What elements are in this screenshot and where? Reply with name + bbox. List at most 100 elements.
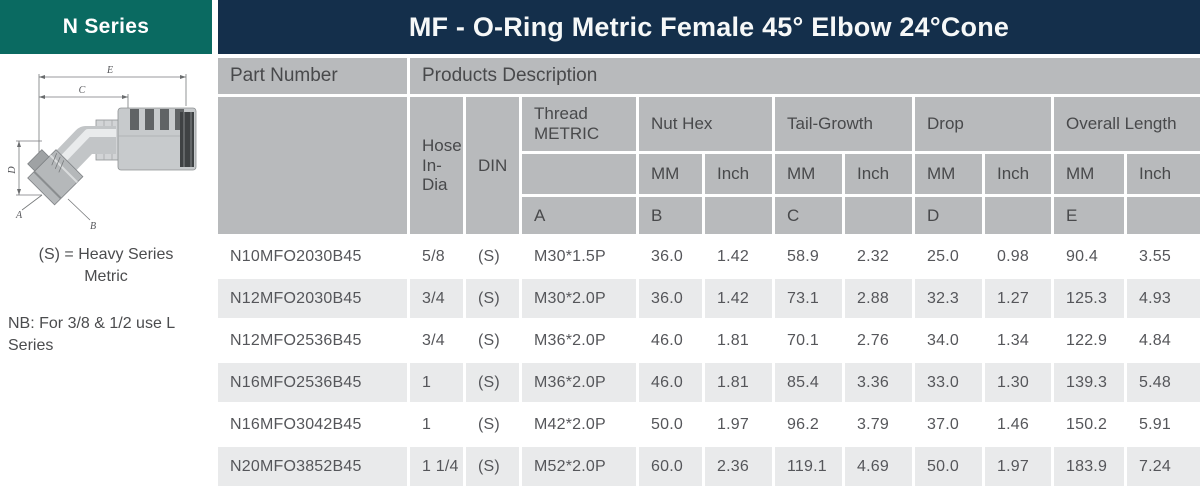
header-products-description: Products Description — [410, 58, 1200, 94]
cell-nut_in: 1.81 — [705, 321, 772, 360]
cell-din: (S) — [466, 237, 519, 276]
cell-hose: 1 — [410, 363, 463, 402]
cell-hose: 1 1/4 — [410, 447, 463, 486]
note-nb-l-series: NB: For 3/8 & 1/2 use L Series — [8, 315, 175, 354]
cell-nut_mm: 36.0 — [639, 237, 702, 276]
cell-tail_in: 3.79 — [845, 405, 912, 444]
cell-nut_mm: 46.0 — [639, 363, 702, 402]
cell-part: N16MFO2536B45 — [218, 363, 407, 402]
cell-hose: 5/8 — [410, 237, 463, 276]
cell-drop_in: 1.27 — [985, 279, 1051, 318]
cell-nut_mm: 50.0 — [639, 405, 702, 444]
dim-label-b: B — [90, 221, 96, 232]
header-drop-mm: MM — [915, 154, 982, 194]
header-letter-spacer — [1127, 197, 1200, 234]
note-heavy-series: (S) = Heavy Series Metric — [38, 246, 174, 285]
cell-part: N10MFO2030B45 — [218, 237, 407, 276]
cell-din: (S) — [466, 363, 519, 402]
series-badge: N Series — [0, 0, 212, 54]
cell-drop_mm: 32.3 — [915, 279, 982, 318]
cell-oal_in: 5.48 — [1127, 363, 1200, 402]
header-drop: Drop — [915, 97, 1051, 151]
cell-drop_in: 0.98 — [985, 237, 1051, 276]
dim-label-a: A — [15, 210, 23, 221]
sidebar: E C D A B — [0, 54, 212, 492]
cell-tail_mm: 70.1 — [775, 321, 842, 360]
header-oal-inch: Inch — [1127, 154, 1200, 194]
cell-oal_in: 4.93 — [1127, 279, 1200, 318]
header-thread-metric: Thread METRIC — [522, 97, 636, 151]
header-oal-mm: MM — [1054, 154, 1124, 194]
cell-tail_in: 4.69 — [845, 447, 912, 486]
cell-part: N12MFO2030B45 — [218, 279, 407, 318]
cell-nut_in: 1.81 — [705, 363, 772, 402]
cell-drop_mm: 33.0 — [915, 363, 982, 402]
cell-nut_in: 2.36 — [705, 447, 772, 486]
header-tail-inch: Inch — [845, 154, 912, 194]
cell-tail_mm: 119.1 — [775, 447, 842, 486]
cell-nut_mm: 60.0 — [639, 447, 702, 486]
header-part-number: Part Number — [218, 58, 407, 94]
cell-oal_in: 4.84 — [1127, 321, 1200, 360]
cell-tail_in: 3.36 — [845, 363, 912, 402]
header-letter-spacer — [705, 197, 772, 234]
cell-din: (S) — [466, 279, 519, 318]
header-thread-spacer — [522, 154, 636, 194]
cell-din: (S) — [466, 321, 519, 360]
cell-drop_mm: 25.0 — [915, 237, 982, 276]
cell-part: N16MFO3042B45 — [218, 405, 407, 444]
cell-thread: M30*2.0P — [522, 279, 636, 318]
cell-nut_in: 1.42 — [705, 279, 772, 318]
cell-nut_in: 1.42 — [705, 237, 772, 276]
spec-table: Part Number Products Description Hose In… — [218, 58, 1200, 486]
header-drop-inch: Inch — [985, 154, 1051, 194]
cell-tail_mm: 85.4 — [775, 363, 842, 402]
cell-oal_in: 7.24 — [1127, 447, 1200, 486]
cell-thread: M52*2.0P — [522, 447, 636, 486]
page-title: MF - O-Ring Metric Female 45° Elbow 24°C… — [218, 0, 1200, 54]
header-letter-a: A — [522, 197, 636, 234]
cell-hose: 3/4 — [410, 279, 463, 318]
header-letter-spacer — [845, 197, 912, 234]
cell-oal_mm: 150.2 — [1054, 405, 1124, 444]
cell-oal_mm: 139.3 — [1054, 363, 1124, 402]
header-tail-mm: MM — [775, 154, 842, 194]
cell-drop_in: 1.34 — [985, 321, 1051, 360]
header-letter-spacer — [985, 197, 1051, 234]
cell-nut_mm: 46.0 — [639, 321, 702, 360]
cell-thread: M36*2.0P — [522, 321, 636, 360]
header-tail-growth: Tail-Growth — [775, 97, 912, 151]
header-letter-d: D — [915, 197, 982, 234]
cell-tail_in: 2.88 — [845, 279, 912, 318]
cell-tail_mm: 58.9 — [775, 237, 842, 276]
cell-nut_in: 1.97 — [705, 405, 772, 444]
cell-thread: M30*1.5P — [522, 237, 636, 276]
cell-oal_mm: 125.3 — [1054, 279, 1124, 318]
cell-tail_in: 2.32 — [845, 237, 912, 276]
cell-tail_mm: 73.1 — [775, 279, 842, 318]
header-part-number-spacer — [218, 97, 407, 234]
fitting-diagram: E C D A B — [7, 65, 197, 232]
cell-oal_in: 3.55 — [1127, 237, 1200, 276]
cell-part: N12MFO2536B45 — [218, 321, 407, 360]
dim-label-e: E — [106, 65, 113, 76]
cell-oal_mm: 122.9 — [1054, 321, 1124, 360]
header-letter-c: C — [775, 197, 842, 234]
header-nut-mm: MM — [639, 154, 702, 194]
header-letter-b: B — [639, 197, 702, 234]
header-din: DIN — [466, 97, 519, 234]
header-hose-in-dia: Hose In- Dia — [410, 97, 463, 234]
cell-drop_mm: 50.0 — [915, 447, 982, 486]
header-nut-inch: Inch — [705, 154, 772, 194]
cell-drop_in: 1.46 — [985, 405, 1051, 444]
cell-din: (S) — [466, 447, 519, 486]
cell-tail_in: 2.76 — [845, 321, 912, 360]
header-overall-length: Overall Length — [1054, 97, 1200, 151]
cell-oal_mm: 183.9 — [1054, 447, 1124, 486]
cell-thread: M42*2.0P — [522, 405, 636, 444]
dim-label-c: C — [79, 85, 86, 96]
cell-tail_mm: 96.2 — [775, 405, 842, 444]
cell-oal_mm: 90.4 — [1054, 237, 1124, 276]
dim-label-d: D — [7, 166, 18, 175]
cell-din: (S) — [466, 405, 519, 444]
